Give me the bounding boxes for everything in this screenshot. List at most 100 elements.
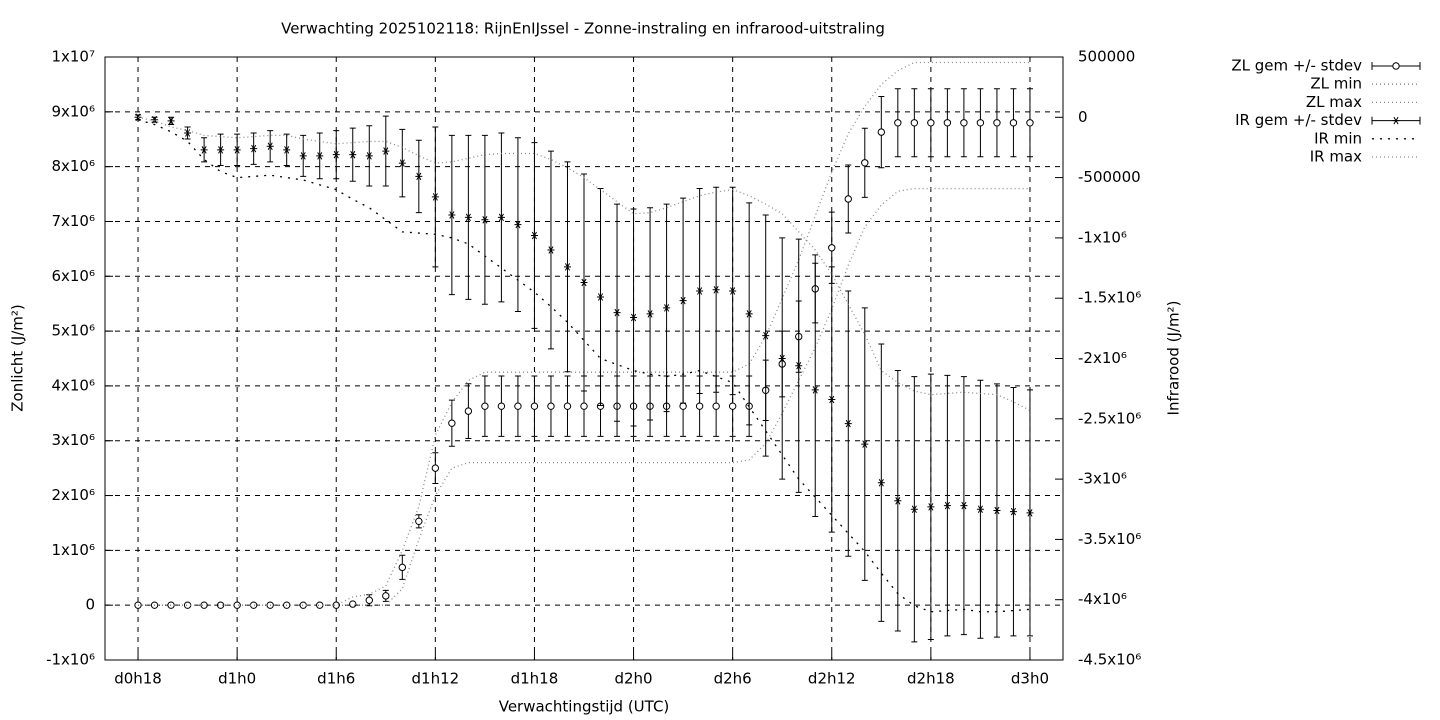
- marker: [927, 119, 935, 127]
- marker: [960, 501, 968, 510]
- marker: [547, 402, 555, 410]
- y2-tick-label: -2x10⁶: [1078, 349, 1127, 367]
- marker: [795, 361, 803, 370]
- marker: [167, 117, 175, 125]
- marker: [283, 146, 291, 154]
- y2-tick-label: -1x10⁶: [1078, 228, 1127, 246]
- marker: [580, 402, 588, 410]
- marker: [1009, 119, 1018, 127]
- marker: [349, 600, 357, 608]
- y2-tick-label: 500000: [1078, 48, 1135, 66]
- legend-marker: [1392, 62, 1400, 70]
- marker: [415, 172, 423, 181]
- marker: [464, 213, 472, 222]
- marker: [530, 231, 538, 240]
- marker: [1026, 509, 1034, 517]
- marker: [563, 402, 572, 410]
- marker: [233, 601, 241, 609]
- marker: [679, 402, 687, 410]
- x-tick-label: d0h18: [114, 670, 162, 688]
- y-tick-label: 9x10⁶: [51, 102, 95, 120]
- marker: [481, 402, 489, 410]
- legend-label: ZL gem +/- stdev: [1231, 57, 1362, 75]
- marker: [547, 246, 555, 254]
- y2-axis-label: Infrarood (J/m²): [1165, 301, 1183, 416]
- marker: [712, 402, 720, 410]
- marker: [365, 152, 373, 160]
- marker: [910, 505, 918, 514]
- y-tick-label: 1x10⁷: [51, 48, 95, 66]
- marker: [828, 395, 836, 404]
- y-tick-label: 0: [85, 596, 95, 614]
- marker: [514, 402, 522, 410]
- marker: [563, 263, 571, 271]
- marker: [943, 501, 951, 510]
- marker: [943, 119, 952, 127]
- x-tick-label: d2h6: [714, 670, 752, 688]
- marker: [382, 147, 390, 155]
- x-tick-label: d1h6: [317, 670, 355, 688]
- marker: [828, 244, 836, 252]
- marker: [299, 152, 307, 160]
- marker: [729, 287, 737, 295]
- marker: [877, 128, 886, 136]
- marker: [976, 505, 984, 514]
- marker: [728, 402, 737, 410]
- x-tick-label: d2h0: [614, 670, 652, 688]
- marker: [398, 563, 407, 572]
- marker: [249, 601, 258, 609]
- marker: [332, 601, 340, 609]
- y-tick-label: 1x10⁶: [51, 541, 95, 559]
- marker: [151, 115, 159, 124]
- marker: [844, 419, 852, 428]
- marker: [877, 478, 885, 487]
- marker: [316, 152, 324, 160]
- marker: [349, 150, 357, 159]
- y-tick-label: 3x10⁶: [51, 431, 95, 449]
- plot-frame: [104, 56, 1064, 661]
- marker: [861, 159, 869, 167]
- y2-tick-label: -1.5x10⁶: [1078, 289, 1141, 307]
- marker: [497, 213, 505, 222]
- y-tick-label: 6x10⁶: [51, 267, 95, 285]
- marker: [844, 195, 852, 203]
- marker: [299, 601, 307, 609]
- x-axis-label: Verwachtingstijd (UTC): [499, 698, 670, 716]
- y2-tick-label: -3.5x10⁶: [1078, 530, 1141, 548]
- marker: [464, 407, 473, 415]
- x-tick-label: d1h0: [218, 670, 256, 688]
- marker: [960, 119, 968, 127]
- y2-tick-label: -500000: [1078, 168, 1141, 186]
- marker: [580, 278, 588, 287]
- marker: [1026, 119, 1034, 127]
- marker: [316, 601, 324, 609]
- series-line: [137, 116, 1031, 411]
- marker: [183, 601, 192, 609]
- marker: [663, 304, 671, 312]
- marker: [745, 310, 753, 318]
- marker: [811, 386, 819, 394]
- y-tick-label: 2x10⁶: [51, 486, 95, 504]
- marker: [993, 506, 1001, 515]
- marker: [646, 310, 654, 318]
- marker: [233, 146, 241, 154]
- chart-title: Verwachting 2025102118: RijnEnIJssel - Z…: [281, 20, 885, 38]
- y2-tick-label: -2.5x10⁶: [1078, 409, 1141, 427]
- marker: [976, 119, 985, 127]
- y2-tick-label: -3x10⁶: [1078, 470, 1127, 488]
- legend-marker: [1392, 116, 1400, 125]
- marker: [894, 119, 902, 127]
- x-tick-label: d2h12: [808, 670, 856, 688]
- marker: [200, 146, 208, 154]
- marker: [597, 293, 605, 301]
- marker: [514, 220, 522, 229]
- x-tick-label: d1h12: [412, 670, 460, 688]
- marker: [382, 592, 390, 600]
- marker: [167, 601, 175, 609]
- marker: [266, 142, 274, 151]
- y-tick-label: 5x10⁶: [51, 322, 95, 340]
- marker: [1009, 507, 1017, 516]
- marker: [861, 440, 869, 448]
- marker: [679, 296, 687, 305]
- marker: [332, 150, 340, 159]
